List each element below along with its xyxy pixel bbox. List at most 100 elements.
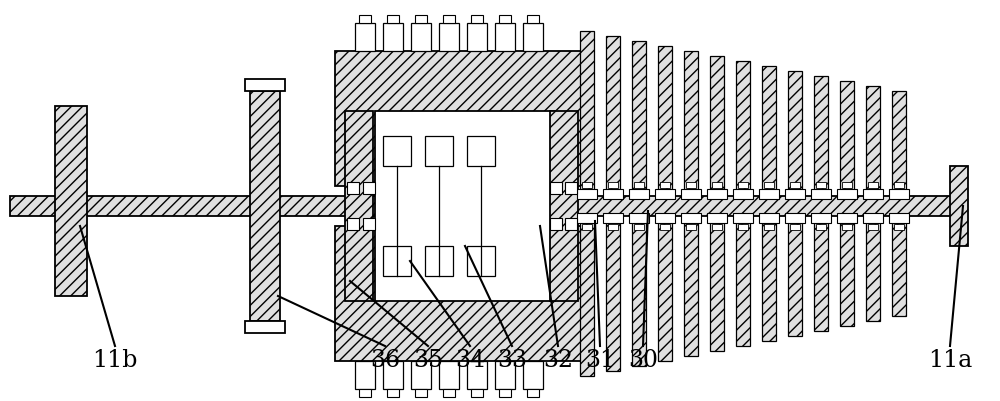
Bar xyxy=(471,16,483,24)
Bar xyxy=(866,87,880,196)
Text: 11b: 11b xyxy=(92,348,138,371)
Bar xyxy=(335,52,590,186)
Bar xyxy=(565,219,577,231)
Bar xyxy=(814,77,828,196)
Bar xyxy=(425,137,453,166)
Bar xyxy=(785,213,805,223)
Bar xyxy=(629,213,649,223)
Bar xyxy=(634,225,644,231)
Bar xyxy=(415,16,427,24)
Bar xyxy=(383,246,411,276)
Bar xyxy=(840,217,854,326)
Text: 36: 36 xyxy=(370,348,400,371)
Bar xyxy=(443,16,455,24)
Bar xyxy=(866,217,880,321)
Bar xyxy=(868,182,878,188)
Bar xyxy=(383,137,411,166)
Bar xyxy=(816,182,826,188)
Bar xyxy=(686,182,696,188)
Text: 32: 32 xyxy=(543,348,573,371)
Bar xyxy=(347,219,359,231)
Bar xyxy=(495,361,515,389)
Bar xyxy=(523,24,543,52)
Bar xyxy=(603,213,623,223)
Bar xyxy=(892,92,906,196)
Bar xyxy=(660,225,670,231)
Bar xyxy=(608,225,618,231)
Bar xyxy=(527,16,539,24)
Bar xyxy=(565,182,577,194)
Bar xyxy=(582,182,592,188)
Text: 34: 34 xyxy=(455,348,485,371)
Bar xyxy=(387,389,399,397)
Bar xyxy=(471,389,483,397)
Bar xyxy=(894,182,904,188)
Bar xyxy=(788,217,802,336)
Bar xyxy=(658,217,672,361)
Bar xyxy=(707,190,727,200)
Text: 30: 30 xyxy=(628,348,658,371)
Bar xyxy=(608,182,618,188)
Bar xyxy=(759,190,779,200)
Bar xyxy=(467,246,495,276)
Bar xyxy=(892,217,906,316)
Bar xyxy=(345,112,373,301)
Bar xyxy=(335,227,590,361)
Bar xyxy=(658,47,672,196)
Bar xyxy=(655,213,675,223)
Text: 33: 33 xyxy=(497,348,527,371)
Bar xyxy=(738,182,748,188)
Bar xyxy=(363,219,375,231)
Bar xyxy=(577,213,597,223)
Bar xyxy=(499,389,511,397)
Bar xyxy=(868,225,878,231)
Bar xyxy=(736,217,750,346)
Text: 35: 35 xyxy=(413,348,443,371)
Bar xyxy=(710,57,724,196)
Bar xyxy=(415,389,427,397)
Bar xyxy=(425,246,453,276)
Bar xyxy=(863,213,883,223)
Bar xyxy=(733,190,753,200)
Bar xyxy=(759,213,779,223)
Bar xyxy=(842,225,852,231)
Bar xyxy=(582,225,592,231)
Bar xyxy=(764,225,774,231)
Bar xyxy=(411,361,431,389)
Bar xyxy=(499,16,511,24)
Bar xyxy=(550,219,562,231)
Bar xyxy=(632,217,646,366)
Bar xyxy=(894,225,904,231)
Bar xyxy=(387,16,399,24)
Bar xyxy=(712,225,722,231)
Bar xyxy=(889,190,909,200)
Bar xyxy=(790,225,800,231)
Bar xyxy=(355,24,375,52)
Bar xyxy=(577,190,597,200)
Text: 11a: 11a xyxy=(928,348,972,371)
Bar xyxy=(383,361,403,389)
Bar xyxy=(660,182,670,188)
Bar xyxy=(495,24,515,52)
Bar xyxy=(811,213,831,223)
Bar xyxy=(863,190,883,200)
Bar xyxy=(655,190,675,200)
Bar xyxy=(842,182,852,188)
Bar xyxy=(710,217,724,351)
Bar xyxy=(363,182,375,194)
Bar xyxy=(355,361,375,389)
Bar xyxy=(439,24,459,52)
Bar xyxy=(733,213,753,223)
Bar xyxy=(788,72,802,196)
Bar xyxy=(681,213,701,223)
Bar xyxy=(467,137,495,166)
Bar xyxy=(245,80,285,92)
Bar xyxy=(550,112,578,301)
Bar xyxy=(359,16,371,24)
Bar xyxy=(10,196,960,217)
Bar xyxy=(837,190,857,200)
Bar xyxy=(632,42,646,196)
Bar xyxy=(950,166,968,246)
Bar xyxy=(580,32,594,196)
Bar xyxy=(347,182,359,194)
